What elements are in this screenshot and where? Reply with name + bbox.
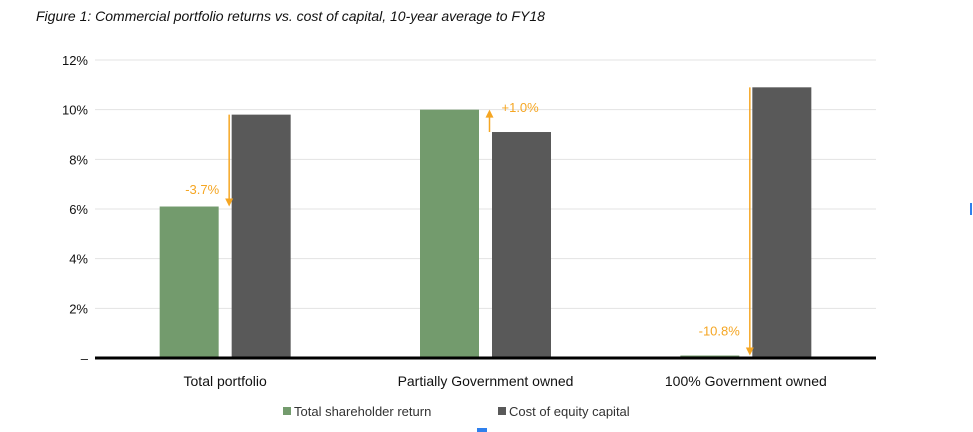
bar-cost-of-equity bbox=[231, 114, 291, 358]
annotation-arrowhead bbox=[225, 198, 234, 207]
y-tick-label: 6% bbox=[69, 202, 88, 217]
legend-label: Cost of equity capital bbox=[509, 404, 630, 419]
y-tick-label: 10% bbox=[62, 103, 88, 118]
bar-cost-of-equity bbox=[492, 132, 551, 358]
y-tick-label: 4% bbox=[69, 252, 88, 267]
annotation-label: +1.0% bbox=[502, 100, 540, 115]
bar-total-shareholder-return bbox=[159, 206, 219, 358]
category-labels: Total portfolio Partially Government owne… bbox=[184, 373, 827, 389]
y-tick-label: 12% bbox=[62, 53, 88, 68]
y-tick-label: – bbox=[81, 351, 89, 366]
x-tick-label: 100% Government owned bbox=[665, 373, 827, 389]
edge-marker bbox=[970, 203, 972, 215]
legend-label: Total shareholder return bbox=[294, 404, 431, 419]
annotation-arrowhead bbox=[485, 109, 494, 118]
gridlines bbox=[95, 59, 876, 309]
bar-total-shareholder-return bbox=[420, 109, 479, 359]
bar-cost-of-equity bbox=[752, 87, 812, 359]
bars bbox=[159, 87, 812, 359]
legend-swatch bbox=[498, 407, 506, 415]
annotation-arrowhead bbox=[745, 347, 754, 356]
annotation-label: -10.8% bbox=[699, 324, 741, 339]
x-tick-label: Partially Government owned bbox=[398, 373, 574, 389]
annotations: -3.7% +1.0% -10.8% bbox=[185, 87, 754, 356]
annotation-label: -3.7% bbox=[185, 182, 219, 197]
y-tick-label: 2% bbox=[69, 301, 88, 316]
x-tick-label: Total portfolio bbox=[184, 373, 267, 389]
y-tick-label: 8% bbox=[69, 152, 88, 167]
chart-title: Figure 1: Commercial portfolio returns v… bbox=[36, 8, 545, 24]
bottom-marker bbox=[477, 428, 487, 432]
y-axis-ticks: – 2% 4% 6% 8% 10% 12% bbox=[62, 53, 89, 366]
legend: Total shareholder return Cost of equity c… bbox=[283, 404, 630, 419]
legend-swatch bbox=[283, 407, 291, 415]
